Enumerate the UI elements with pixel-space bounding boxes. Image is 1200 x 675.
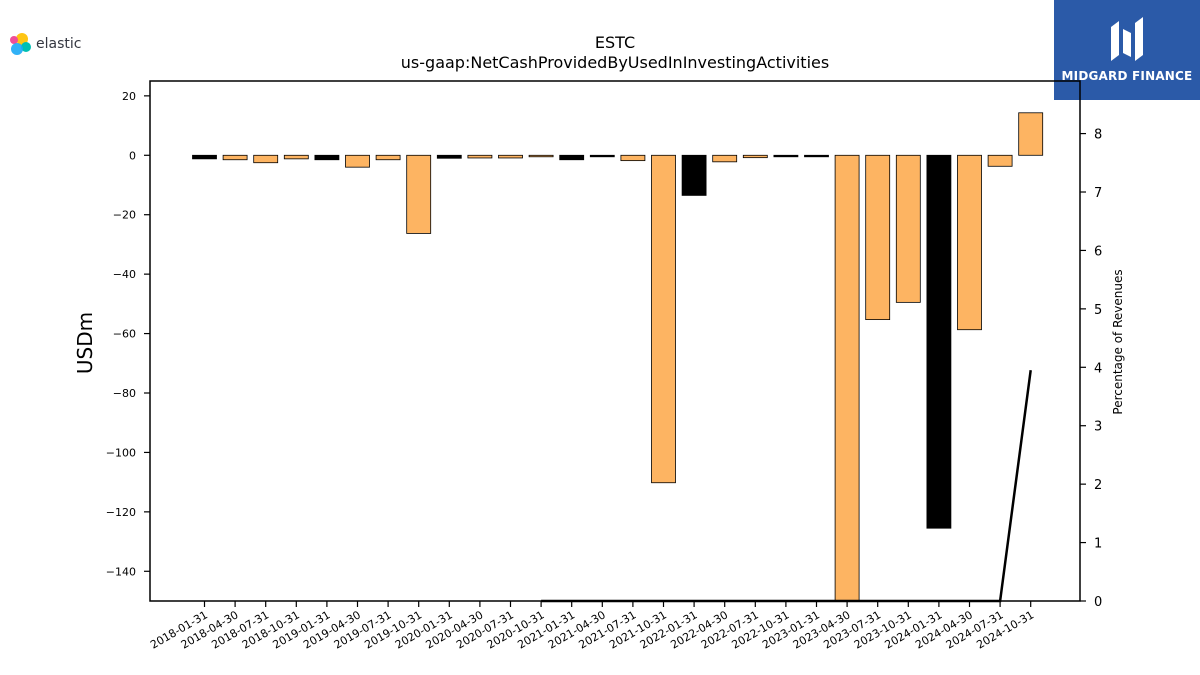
y-tick-label: −80 <box>113 387 136 400</box>
bar-2023-07-31 <box>865 154 891 321</box>
bar-2023-10-31 <box>895 154 921 303</box>
elastic-logo-text: elastic <box>36 36 82 52</box>
bars-group <box>192 112 1044 602</box>
chart-title: ESTC <box>595 33 635 52</box>
midgard-finance-logo-icon <box>1111 17 1143 61</box>
bar-2018-07-31 <box>253 154 279 164</box>
plot-frame <box>149 80 1081 602</box>
bar-2019-10-31 <box>406 154 432 234</box>
midgard-finance-logo-text: MIDGARD FINANCE <box>1061 69 1193 83</box>
y2-tick-label: 1 <box>1094 537 1102 552</box>
line-layer <box>541 370 1032 603</box>
bar-2022-10-31 <box>773 154 799 158</box>
pct-revenue-line <box>541 370 1032 603</box>
y-tick-label: −40 <box>113 268 136 281</box>
y2-tick-label: 7 <box>1094 186 1102 201</box>
y2-axis-label: Percentage of Revenues <box>1111 269 1125 414</box>
y2-tick-label: 2 <box>1094 478 1102 493</box>
bar-2022-01-31 <box>681 154 707 196</box>
y-tick-label: 20 <box>122 90 136 103</box>
bar-2021-01-31 <box>559 154 585 161</box>
midgard-finance-logo: MIDGARD FINANCE <box>1054 0 1200 100</box>
y-tick-label: −140 <box>106 565 136 578</box>
axes-group: 200−20−40−60−80−100−120−1400123456782018… <box>106 80 1102 652</box>
y2-tick-label: 6 <box>1094 244 1102 259</box>
bar-2023-01-31 <box>804 154 829 158</box>
bar-2021-10-31 <box>651 154 676 484</box>
y2-tick-label: 3 <box>1094 420 1102 435</box>
y2-tick-label: 4 <box>1094 361 1102 376</box>
y-tick-label: −20 <box>113 209 136 222</box>
bar-2018-04-30 <box>222 154 248 161</box>
y-tick-label: −60 <box>113 328 136 341</box>
bar-2022-07-31 <box>742 154 768 159</box>
elastic-logo-icon <box>10 33 31 55</box>
bar-2021-04-30 <box>589 154 615 158</box>
y-tick-label: −100 <box>106 446 136 459</box>
bar-2023-04-30 <box>834 154 860 602</box>
bar-2020-10-31 <box>528 154 554 158</box>
bar-2024-01-31 <box>926 154 952 529</box>
y2-tick-label: 5 <box>1094 303 1102 318</box>
y-axis-label: USDm <box>73 312 97 374</box>
chart-subtitle: us-gaap:NetCashProvidedByUsedInInvesting… <box>401 53 829 72</box>
y-tick-label: 0 <box>129 149 136 162</box>
y2-tick-label: 0 <box>1094 595 1102 610</box>
elastic-logo: elastic <box>8 32 81 56</box>
bar-2019-01-31 <box>314 154 340 161</box>
bar-2024-07-31 <box>987 154 1013 167</box>
bar-2024-10-31 <box>1018 112 1044 156</box>
bar-2018-10-31 <box>283 154 309 160</box>
bar-2021-07-31 <box>620 154 646 162</box>
bar-2022-04-30 <box>712 154 738 163</box>
y-tick-label: −120 <box>106 506 136 519</box>
bar-2024-04-30 <box>957 154 982 331</box>
bar-2020-07-31 <box>498 154 523 159</box>
bar-2019-07-31 <box>375 154 401 161</box>
bar-2019-04-30 <box>345 154 370 168</box>
bar-2020-01-31 <box>436 154 462 159</box>
bar-2020-04-30 <box>467 154 493 159</box>
bar-2018-01-31 <box>192 154 217 160</box>
y2-tick-label: 8 <box>1094 128 1102 143</box>
